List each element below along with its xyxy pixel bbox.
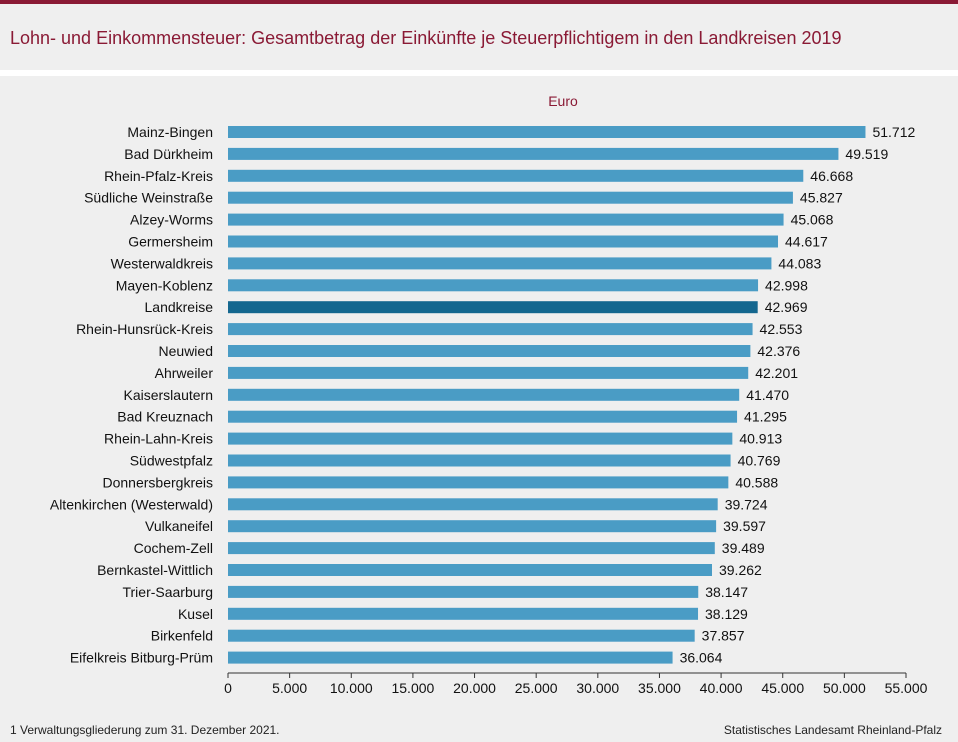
x-tick-label: 45.000 bbox=[761, 680, 804, 696]
bar bbox=[228, 301, 758, 314]
category-label: Landkreise bbox=[145, 299, 214, 315]
bar bbox=[228, 651, 673, 664]
bar bbox=[228, 366, 749, 379]
value-label: 44.083 bbox=[778, 255, 821, 271]
value-label: 41.470 bbox=[746, 387, 789, 403]
value-label: 51.712 bbox=[872, 124, 915, 140]
category-label: Cochem-Zell bbox=[134, 540, 213, 556]
category-label: Neuwied bbox=[159, 343, 213, 359]
value-label: 45.068 bbox=[791, 212, 834, 228]
category-label: Ahrweiler bbox=[155, 365, 214, 381]
category-label: Westerwaldkreis bbox=[111, 255, 213, 271]
value-label: 39.724 bbox=[725, 496, 768, 512]
category-label: Kaiserslautern bbox=[124, 387, 214, 403]
bar-chart: Mainz-Bingen 51.712 Bad Dürkheim 49.519 Rhei… bbox=[50, 124, 928, 696]
value-label: 39.597 bbox=[723, 518, 766, 534]
category-label: Mainz-Bingen bbox=[127, 124, 213, 140]
value-label: 37.857 bbox=[702, 628, 745, 644]
category-label: Mayen-Koblenz bbox=[116, 277, 213, 293]
value-label: 39.262 bbox=[719, 562, 762, 578]
category-label: Eifelkreis Bitburg-Prüm bbox=[70, 650, 213, 666]
bar bbox=[228, 235, 779, 248]
value-label: 42.553 bbox=[760, 321, 803, 337]
category-label: Bad Dürkheim bbox=[124, 146, 213, 162]
bar bbox=[228, 520, 717, 533]
bar bbox=[228, 147, 839, 160]
value-label: 41.295 bbox=[744, 409, 787, 425]
x-tick-label: 5.000 bbox=[272, 680, 307, 696]
x-tick-label: 35.000 bbox=[638, 680, 681, 696]
category-label: Vulkaneifel bbox=[145, 518, 213, 534]
bar bbox=[228, 607, 699, 620]
bar bbox=[228, 323, 753, 336]
category-label: Kusel bbox=[178, 606, 213, 622]
value-label: 42.201 bbox=[755, 365, 798, 381]
bar bbox=[228, 454, 731, 467]
category-label: Südwestpfalz bbox=[130, 453, 213, 469]
bar bbox=[228, 410, 738, 423]
bar bbox=[228, 169, 804, 182]
bar bbox=[228, 542, 715, 555]
value-label: 49.519 bbox=[845, 146, 888, 162]
bar bbox=[228, 191, 793, 204]
top-rule bbox=[0, 0, 958, 4]
category-label: Rhein-Lahn-Kreis bbox=[104, 431, 213, 447]
x-tick-label: 55.000 bbox=[885, 680, 928, 696]
x-tick-label: 40.000 bbox=[700, 680, 743, 696]
bar bbox=[228, 279, 759, 292]
bar bbox=[228, 476, 729, 489]
x-tick-label: 0 bbox=[224, 680, 232, 696]
bar bbox=[228, 564, 712, 576]
x-tick-label: 15.000 bbox=[391, 680, 434, 696]
category-label: Trier-Saarburg bbox=[122, 584, 213, 600]
value-label: 40.769 bbox=[738, 453, 781, 469]
bar bbox=[228, 345, 751, 357]
bar bbox=[228, 498, 718, 511]
bar bbox=[228, 629, 695, 642]
value-label: 45.827 bbox=[800, 190, 843, 206]
value-label: 36.064 bbox=[680, 650, 723, 666]
bar bbox=[228, 585, 699, 598]
category-label: Birkenfeld bbox=[151, 628, 213, 644]
category-label: Rhein-Pfalz-Kreis bbox=[104, 168, 213, 184]
category-label: Bad Kreuznach bbox=[117, 409, 213, 425]
x-tick-label: 10.000 bbox=[330, 680, 373, 696]
value-label: 38.129 bbox=[705, 606, 748, 622]
category-label: Alzey-Worms bbox=[130, 212, 213, 228]
value-label: 42.376 bbox=[757, 343, 800, 359]
value-label: 40.588 bbox=[735, 474, 778, 490]
value-label: 42.969 bbox=[765, 299, 808, 315]
x-tick-label: 20.000 bbox=[453, 680, 496, 696]
value-label: 39.489 bbox=[722, 540, 765, 556]
footnote: 1 Verwaltungsgliederung zum 31. Dezember… bbox=[10, 723, 280, 737]
category-label: Germersheim bbox=[128, 234, 213, 250]
category-label: Rhein-Hunsrück-Kreis bbox=[76, 321, 213, 337]
bar bbox=[228, 213, 784, 226]
title-separator bbox=[0, 70, 958, 76]
x-tick-label: 30.000 bbox=[576, 680, 619, 696]
value-label: 46.668 bbox=[810, 168, 853, 184]
value-label: 42.998 bbox=[765, 277, 808, 293]
category-label: Bernkastel-Wittlich bbox=[97, 562, 213, 578]
value-label: 38.147 bbox=[705, 584, 748, 600]
x-tick-label: 50.000 bbox=[823, 680, 866, 696]
bar bbox=[228, 432, 733, 445]
value-label: 44.617 bbox=[785, 234, 828, 250]
x-tick-label: 25.000 bbox=[515, 680, 558, 696]
category-label: Südliche Weinstraße bbox=[84, 190, 213, 206]
bar bbox=[228, 388, 740, 401]
value-label: 40.913 bbox=[739, 431, 782, 447]
category-label: Altenkirchen (Westerwald) bbox=[50, 496, 213, 512]
bar bbox=[228, 257, 772, 270]
category-label: Donnersbergkreis bbox=[103, 474, 214, 490]
unit-label: Euro bbox=[548, 93, 578, 109]
bar bbox=[228, 126, 866, 138]
source-credit: Statistisches Landesamt Rheinland-Pfalz bbox=[723, 723, 942, 737]
chart-title: Lohn- und Einkommensteuer: Gesamtbetrag … bbox=[10, 28, 842, 48]
